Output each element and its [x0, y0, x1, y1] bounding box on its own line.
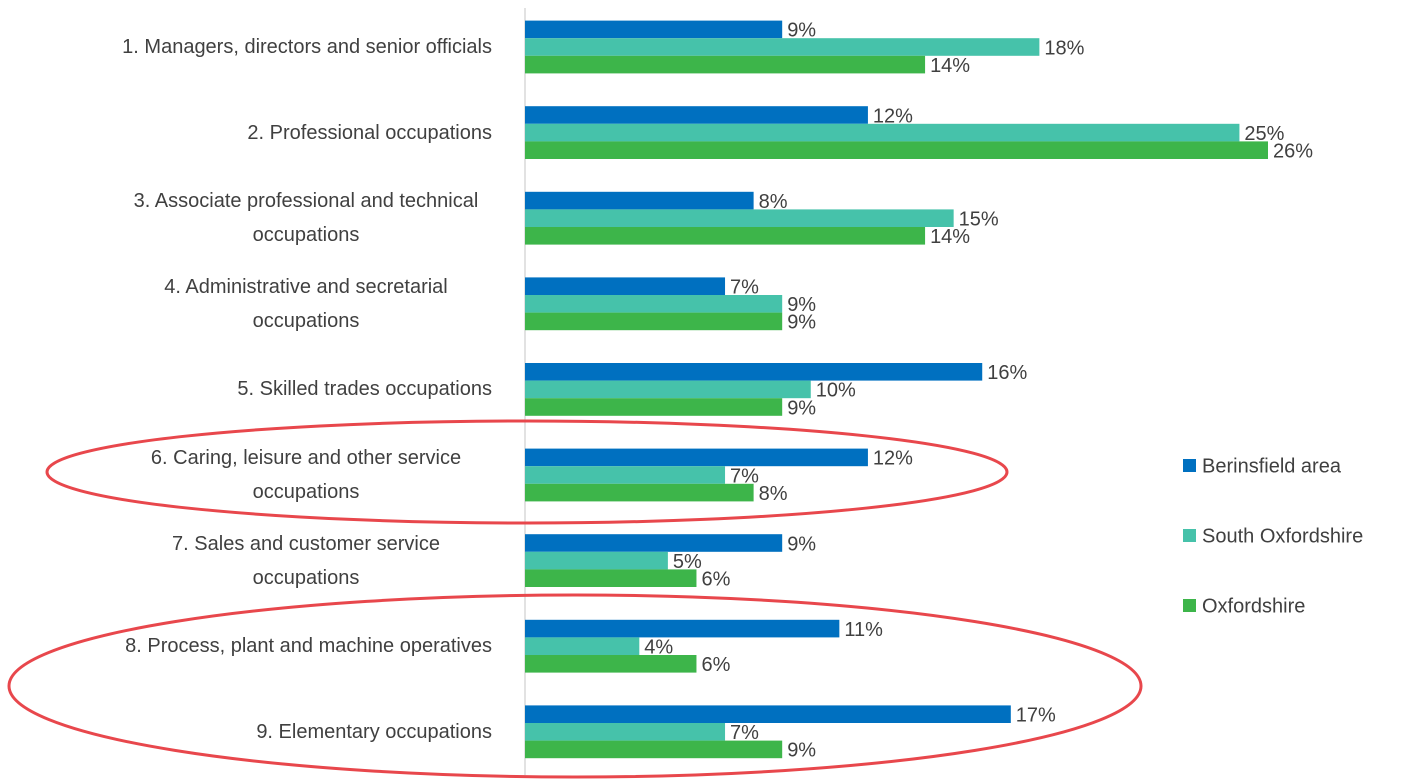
data-label: 16% [987, 362, 1027, 384]
data-label: 12% [873, 105, 913, 127]
bar [525, 227, 926, 245]
data-label: 11% [844, 619, 883, 641]
bar [525, 191, 754, 210]
category-label-box: 2. Professional occupations [247, 93, 492, 173]
bar [525, 619, 840, 638]
data-label: 6% [701, 568, 730, 590]
legend-swatch [1183, 599, 1196, 612]
data-label: 5% [673, 551, 702, 573]
category-label-box: 8. Process, plant and machine operatives [125, 606, 492, 686]
data-label: 7% [730, 465, 759, 487]
data-label: 8% [759, 483, 788, 505]
bar [525, 141, 1268, 159]
bar [525, 363, 983, 381]
data-label: 9% [787, 397, 816, 419]
bar [525, 740, 783, 759]
category-label-box: 1. Managers, directors and senior offici… [122, 7, 492, 87]
bar [525, 277, 726, 295]
bar [525, 20, 783, 39]
bar [525, 569, 697, 587]
data-label: 9% [787, 533, 816, 555]
bar [525, 551, 668, 570]
category-label-box: 6. Caring, leisure and other service occ… [120, 435, 492, 515]
bar [525, 723, 726, 741]
bar [525, 295, 783, 313]
data-label: 10% [816, 380, 856, 402]
category-label: 8. Process, plant and machine operatives [125, 635, 492, 658]
bar [525, 38, 1040, 56]
data-label: 18% [1044, 37, 1084, 59]
legend-swatch [1183, 529, 1196, 542]
category-label: 4. Administrative and secretarial occupa… [164, 275, 448, 332]
bar [525, 209, 954, 227]
legend-label: South Oxfordshire [1202, 525, 1363, 547]
bar [525, 55, 926, 74]
category-label-box: 9. Elementary occupations [256, 692, 492, 772]
bar [525, 380, 811, 399]
data-label: 6% [701, 654, 730, 676]
data-label: 9% [787, 294, 816, 316]
category-label: 5. Skilled trades occupations [237, 378, 492, 401]
category-label-box: 3. Associate professional and technical … [120, 178, 492, 258]
bar [525, 312, 783, 331]
bar [525, 655, 697, 673]
bar [525, 483, 754, 502]
data-label: 12% [873, 448, 913, 470]
category-label: 9. Elementary occupations [256, 720, 492, 743]
bar [525, 123, 1240, 142]
bar [525, 637, 640, 655]
data-label: 9% [787, 312, 816, 334]
bar [525, 398, 783, 416]
category-label-box: 5. Skilled trades occupations [237, 349, 492, 429]
data-label: 4% [644, 636, 673, 658]
highlight-ellipse [7, 593, 1143, 779]
data-label: 25% [1244, 123, 1284, 145]
data-label: 8% [759, 191, 788, 213]
category-label: 7. Sales and customer service occupation… [172, 532, 440, 589]
legend-swatch [1183, 459, 1196, 472]
data-label: 14% [930, 226, 970, 248]
category-label: 6. Caring, leisure and other service occ… [150, 447, 462, 503]
category-label-box: 4. Administrative and secretarial occupa… [120, 264, 492, 344]
category-label: 2. Professional occupations [247, 121, 492, 144]
legend-label: Oxfordshire [1202, 595, 1305, 617]
data-label: 26% [1273, 140, 1313, 162]
category-label: 1. Managers, directors and senior offici… [122, 36, 492, 58]
bar [525, 448, 868, 467]
data-label: 9% [787, 740, 816, 762]
bar [525, 705, 1011, 723]
bar [525, 534, 783, 552]
data-label: 7% [730, 722, 759, 744]
highlight-ellipse [45, 419, 1009, 525]
category-label: 3. Associate professional and technical … [133, 190, 479, 247]
category-label-box: 7. Sales and customer service occupation… [120, 521, 492, 601]
data-label: 17% [1016, 704, 1056, 726]
legend-label: Berinsfield area [1202, 455, 1342, 477]
data-label: 14% [930, 55, 970, 77]
data-label: 7% [730, 276, 759, 298]
data-label: 9% [787, 20, 816, 42]
bar [525, 106, 868, 124]
data-label: 15% [959, 208, 999, 230]
bar [525, 466, 726, 484]
